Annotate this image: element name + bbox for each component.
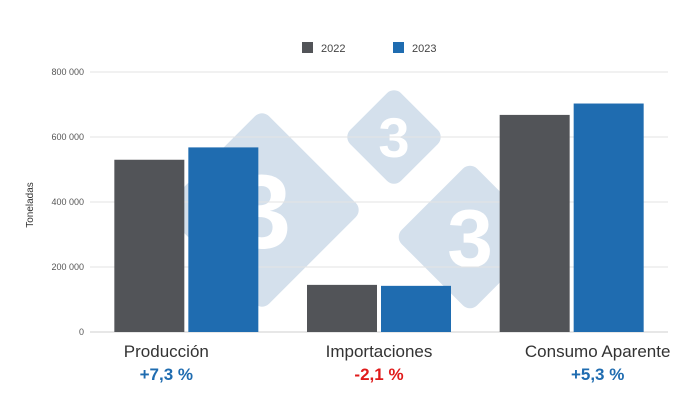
y-tick-label: 0 <box>79 327 84 337</box>
legend-label: 2023 <box>412 43 436 55</box>
category-label: Consumo Aparente <box>525 342 671 361</box>
category-labels: Producción Importaciones Consumo Aparente <box>124 342 671 361</box>
legend-label: 2022 <box>321 43 345 55</box>
y-axis-ticks: 0 200 000 400 000 600 000 800 000 <box>51 67 84 337</box>
watermark-glyph: 3 <box>378 106 409 169</box>
y-tick-label: 800 000 <box>51 67 84 77</box>
change-label: +5,3 % <box>571 365 624 384</box>
legend: 2022 2023 <box>302 42 436 55</box>
bar-2022-2 <box>499 114 570 333</box>
bar-2023-2 <box>573 103 644 333</box>
y-tick-label: 600 000 <box>51 132 84 142</box>
legend-swatch <box>302 42 313 53</box>
category-label: Importaciones <box>326 342 433 361</box>
bar-2023-1 <box>381 285 451 332</box>
watermark-glyph: 3 <box>447 194 493 285</box>
y-tick-label: 200 000 <box>51 262 84 272</box>
change-labels: +7,3 % -2,1 % +5,3 % <box>140 365 625 384</box>
bars <box>114 103 644 333</box>
category-label: Producción <box>124 342 209 361</box>
legend-item: 2023 <box>393 42 436 55</box>
bar-2022-1 <box>307 284 377 332</box>
gridlines <box>90 71 668 333</box>
y-axis-label: Toneladas <box>25 182 36 228</box>
change-label: +7,3 % <box>140 365 193 384</box>
legend-item: 2022 <box>302 42 345 55</box>
change-label: -2,1 % <box>354 365 403 384</box>
bar-2023-0 <box>188 147 259 332</box>
bar-2022-0 <box>114 159 185 332</box>
legend-swatch <box>393 42 404 53</box>
y-tick-label: 400 000 <box>51 197 84 207</box>
